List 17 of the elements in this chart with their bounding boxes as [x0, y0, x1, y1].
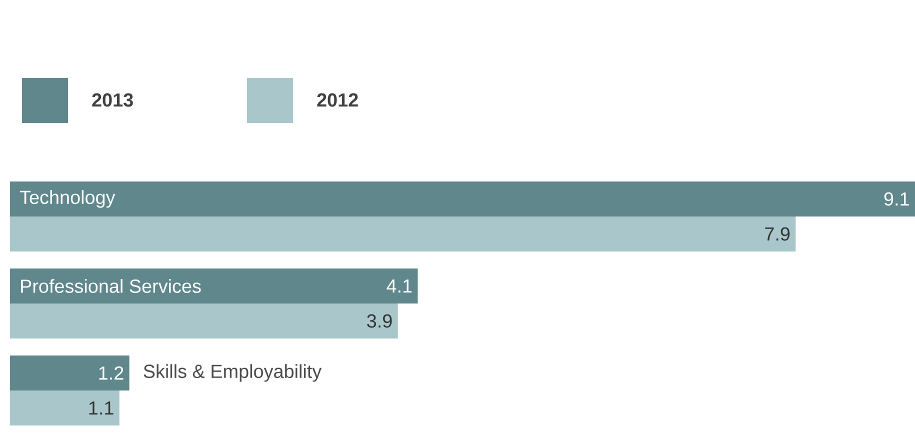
bar — [10, 216, 796, 252]
bar — [10, 268, 418, 304]
y-tick-label: Professional Services — [21, 279, 201, 293]
y-tick-label: Technology — [20, 190, 116, 208]
legend-label: 2012 — [317, 93, 358, 107]
data-label: 1.2 — [99, 366, 124, 380]
y-tick-label: Skills & Employability — [144, 364, 322, 382]
legend-label: 2013 — [92, 93, 133, 107]
data-label: 3.9 — [367, 314, 392, 328]
bar — [10, 355, 130, 390]
bar — [10, 181, 915, 216]
data-label: 9.1 — [884, 192, 909, 206]
bar — [10, 303, 398, 338]
bar — [10, 390, 120, 426]
data-label: 1.1 — [89, 401, 114, 414]
data-label: 7.9 — [765, 227, 790, 241]
data-label: 4.1 — [386, 279, 412, 292]
